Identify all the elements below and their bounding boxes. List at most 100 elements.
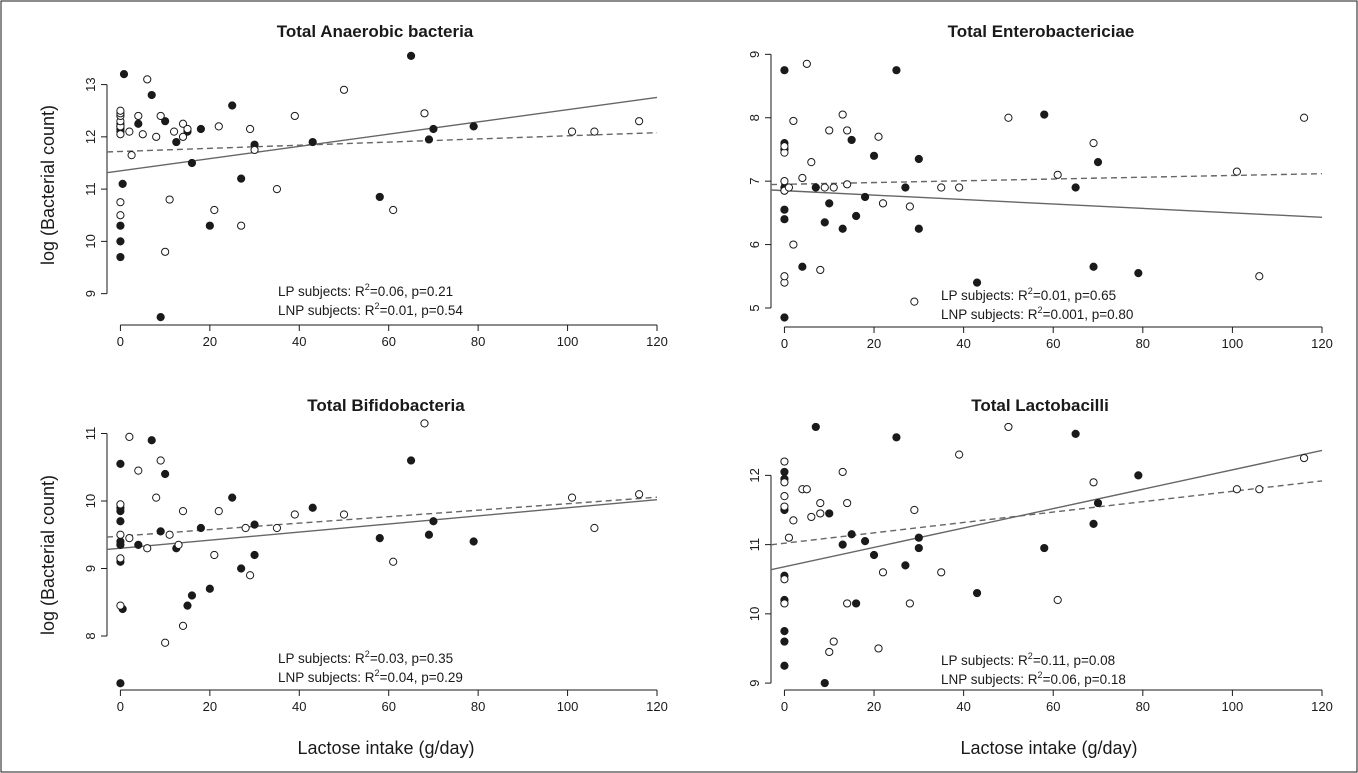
lnp-stat-text: LNP subjects: R2=0.06, p=0.18: [941, 670, 1126, 687]
lp-data-point: [116, 517, 125, 526]
lp-data-point: [469, 122, 478, 131]
lnp-points: [780, 59, 1309, 306]
lp-data-point: [205, 584, 214, 593]
y-axis-label: log (Bacterial count): [38, 105, 58, 265]
lnp-data-point: [183, 124, 192, 134]
lp-data-point: [780, 313, 789, 322]
lnp-data-point: [389, 557, 398, 566]
x-tick-label: 120: [1311, 699, 1333, 714]
lp-data-point: [161, 117, 170, 126]
lnp-data-point: [1053, 170, 1062, 179]
lnp-data-point: [237, 221, 246, 230]
lp-data-point: [838, 540, 847, 549]
lp-data-point: [375, 192, 384, 202]
lnp-data-point: [1255, 272, 1264, 281]
lp-data-point: [972, 588, 982, 598]
lp-data-point: [196, 124, 206, 134]
lp-data-point: [811, 183, 820, 192]
r-squared-superscript: 2: [365, 282, 370, 292]
lnp-regression-line: [106, 131, 658, 153]
fit-statistics: LP subjects: R2=0.01, p=0.65 LNP subject…: [941, 286, 1133, 322]
lp-data-point: [1134, 471, 1143, 480]
lnp-data-point: [802, 59, 811, 68]
lp-stat-text: LP subjects: R2=0.03, p=0.35: [278, 649, 453, 666]
lnp-data-point: [874, 644, 883, 653]
lp-data-point: [798, 262, 807, 271]
y-tick-label: 8: [747, 114, 762, 121]
lp-data-point: [196, 523, 206, 533]
lnp-data-point: [116, 130, 125, 139]
y-tick-label: 9: [83, 565, 98, 572]
lnp-data-point: [1299, 113, 1309, 122]
lnp-data-point: [116, 211, 125, 220]
lnp-data-point: [169, 127, 179, 136]
lp-data-point: [869, 151, 879, 160]
lnp-data-point: [878, 568, 888, 577]
lnp-points: [116, 419, 644, 647]
lp-data-point: [892, 66, 901, 75]
lnp-stat-text: LNP subjects: R2=0.04, p=0.29: [278, 668, 463, 685]
lnp-data-point: [1089, 139, 1098, 148]
y-tick-label: 10: [83, 234, 98, 248]
x-tick-label: 0: [781, 336, 788, 351]
lnp-points: [116, 75, 644, 256]
lp-data-point: [780, 637, 789, 646]
lp-data-point: [424, 530, 434, 539]
lp-data-point: [852, 211, 861, 221]
lnp-data-point: [838, 467, 847, 477]
lnp-data-point: [878, 199, 888, 208]
axes: 0 20 40 60 80 100 120 9 10 11 12: [747, 468, 1333, 714]
lnp-data-point: [780, 492, 789, 501]
y-tick-label: 12: [83, 130, 98, 144]
lnp-data-point: [272, 523, 282, 533]
x-tick-label: 20: [203, 699, 217, 714]
lp-data-point: [914, 224, 923, 233]
lp-data-point: [119, 70, 129, 79]
lp-data-point: [406, 456, 416, 465]
lnp-data-point: [116, 500, 125, 509]
lnp-data-point: [116, 554, 125, 563]
lnp-data-point: [156, 111, 165, 121]
lnp-data-point: [955, 183, 964, 192]
lnp-data-point: [178, 507, 188, 516]
lp-regression-line: [106, 96, 658, 174]
lp-data-point: [156, 527, 165, 536]
lp-stat-values: =0.03, p=0.35: [370, 651, 453, 666]
lnp-data-point: [780, 478, 789, 487]
lnp-data-point: [816, 265, 825, 275]
lnp-data-point: [389, 205, 398, 215]
lp-data-point: [820, 678, 829, 688]
lp-data-point: [972, 278, 982, 287]
lnp-data-point: [802, 485, 811, 494]
lp-data-point: [901, 183, 910, 192]
lnp-data-point: [178, 119, 188, 128]
lp-data-point: [1089, 519, 1098, 528]
lnp-stat-prefix: LNP subjects: R: [278, 303, 375, 318]
lp-data-point: [116, 679, 125, 688]
r-squared-superscript: 2: [375, 668, 380, 678]
lnp-data-point: [210, 550, 219, 560]
lnp-data-point: [820, 183, 829, 192]
panel-title: Total Enterobactericiae: [948, 22, 1135, 41]
lnp-stat-prefix: LNP subjects: R: [941, 307, 1038, 322]
lp-data-point: [860, 537, 870, 546]
lnp-data-point: [134, 111, 143, 121]
lnp-data-point: [829, 637, 838, 646]
lnp-data-point: [174, 540, 183, 549]
x-tick-label: 20: [867, 699, 881, 714]
lnp-data-point: [780, 177, 789, 186]
lnp-data-point: [825, 126, 834, 135]
panel-title: Total Bifidobacteria: [307, 396, 465, 415]
lp-regression-line: [106, 498, 658, 551]
lnp-data-point: [780, 142, 789, 151]
axes: 0 20 40 60 80 100 120 9 10 11 12 13: [83, 77, 668, 349]
lp-data-point: [147, 436, 156, 445]
lnp-data-point: [784, 533, 794, 542]
x-tick-label: 100: [557, 334, 579, 349]
lp-data-point: [308, 503, 317, 512]
panel-title: Total Lactobacilli: [971, 396, 1109, 415]
lp-stat-text: LP subjects: R2=0.01, p=0.65: [941, 286, 1116, 303]
lnp-data-point: [816, 498, 825, 508]
